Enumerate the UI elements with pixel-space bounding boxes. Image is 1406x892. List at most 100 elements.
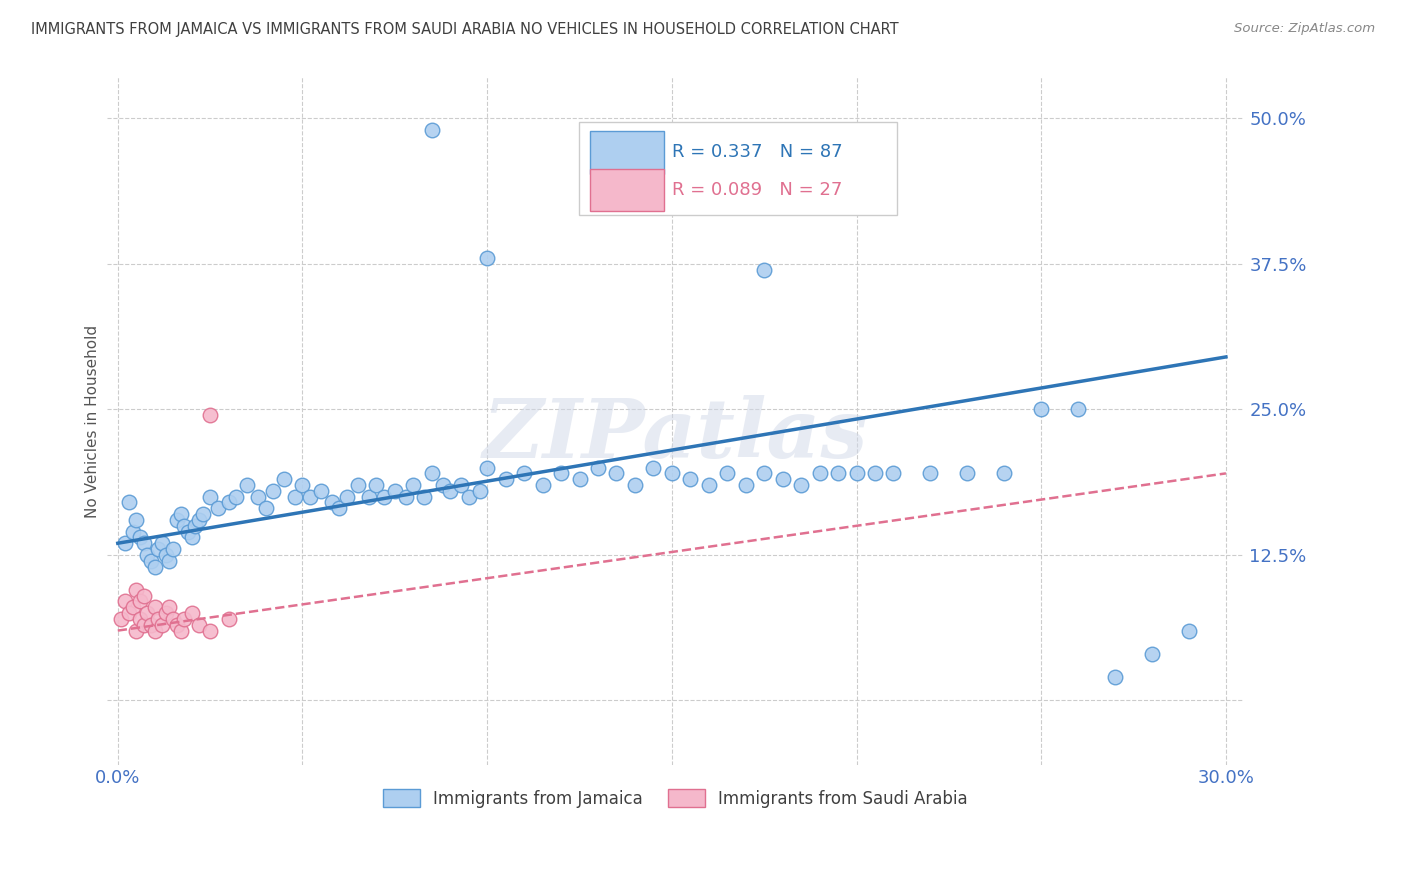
Point xyxy=(347,478,370,492)
Point xyxy=(125,513,148,527)
Text: ZIPatlas: ZIPatlas xyxy=(482,395,869,475)
FancyBboxPatch shape xyxy=(579,122,897,215)
Point xyxy=(772,472,794,486)
Point xyxy=(132,589,155,603)
Point xyxy=(254,501,277,516)
Point xyxy=(177,524,200,539)
FancyBboxPatch shape xyxy=(591,131,664,174)
Point xyxy=(207,501,229,516)
Point xyxy=(1140,647,1163,661)
Point xyxy=(734,478,756,492)
Point xyxy=(790,478,813,492)
Point xyxy=(475,460,498,475)
Point xyxy=(139,617,162,632)
Point xyxy=(475,251,498,265)
Point xyxy=(180,606,202,620)
Point xyxy=(624,478,647,492)
Point xyxy=(121,600,143,615)
Point xyxy=(1104,670,1126,684)
Point xyxy=(827,467,849,481)
Legend: Immigrants from Jamaica, Immigrants from Saudi Arabia: Immigrants from Jamaica, Immigrants from… xyxy=(377,782,974,814)
Point xyxy=(697,478,720,492)
Point xyxy=(173,612,195,626)
Point xyxy=(143,624,166,638)
Point xyxy=(586,460,609,475)
Point xyxy=(247,490,270,504)
Point xyxy=(148,612,170,626)
Point xyxy=(373,490,395,504)
Point xyxy=(1031,402,1053,417)
Point xyxy=(863,467,886,481)
Point xyxy=(468,483,491,498)
Point xyxy=(284,490,307,504)
Point xyxy=(125,624,148,638)
Point xyxy=(420,123,443,137)
Point xyxy=(166,617,188,632)
Point xyxy=(148,542,170,557)
Point xyxy=(129,530,152,544)
Text: Source: ZipAtlas.com: Source: ZipAtlas.com xyxy=(1234,22,1375,36)
Point xyxy=(298,490,321,504)
Point xyxy=(198,408,221,422)
Point xyxy=(169,624,191,638)
Point xyxy=(132,617,155,632)
Point xyxy=(136,548,159,562)
Point xyxy=(188,617,211,632)
Point xyxy=(993,467,1015,481)
Point xyxy=(173,518,195,533)
Point xyxy=(1067,402,1090,417)
Point xyxy=(159,554,181,568)
Point xyxy=(1178,624,1201,638)
Point xyxy=(457,490,479,504)
Point xyxy=(661,467,683,481)
Point xyxy=(155,606,177,620)
Point xyxy=(643,460,665,475)
Point xyxy=(439,483,461,498)
Point xyxy=(336,490,359,504)
Point xyxy=(159,600,181,615)
Point xyxy=(129,594,152,608)
Point xyxy=(118,606,141,620)
Point xyxy=(309,483,332,498)
Point xyxy=(402,478,425,492)
Point xyxy=(328,501,350,516)
Point xyxy=(550,467,572,481)
Point xyxy=(531,478,554,492)
Point xyxy=(262,483,284,498)
Point xyxy=(420,467,443,481)
Point xyxy=(236,478,259,492)
Point xyxy=(110,612,132,626)
Point xyxy=(808,467,831,481)
Point xyxy=(273,472,295,486)
Point xyxy=(121,524,143,539)
Point xyxy=(432,478,454,492)
Point xyxy=(162,612,184,626)
FancyBboxPatch shape xyxy=(591,169,664,211)
Point xyxy=(586,193,609,207)
Point xyxy=(568,472,591,486)
Point xyxy=(118,495,141,509)
Point xyxy=(716,467,738,481)
Point xyxy=(143,559,166,574)
Point xyxy=(125,582,148,597)
Point xyxy=(132,536,155,550)
Point xyxy=(150,617,173,632)
Point xyxy=(180,530,202,544)
Point xyxy=(357,490,380,504)
Point xyxy=(136,606,159,620)
Point xyxy=(605,467,627,481)
Point xyxy=(384,483,406,498)
Point xyxy=(366,478,388,492)
Point xyxy=(754,262,776,277)
Point xyxy=(920,467,942,481)
Point xyxy=(191,507,214,521)
Point xyxy=(184,518,207,533)
Point xyxy=(198,490,221,504)
Point xyxy=(225,490,247,504)
Point xyxy=(218,495,240,509)
Point xyxy=(143,600,166,615)
Text: R = 0.089   N = 27: R = 0.089 N = 27 xyxy=(672,181,842,199)
Y-axis label: No Vehicles in Household: No Vehicles in Household xyxy=(86,325,100,517)
Point xyxy=(845,467,868,481)
Point xyxy=(188,513,211,527)
